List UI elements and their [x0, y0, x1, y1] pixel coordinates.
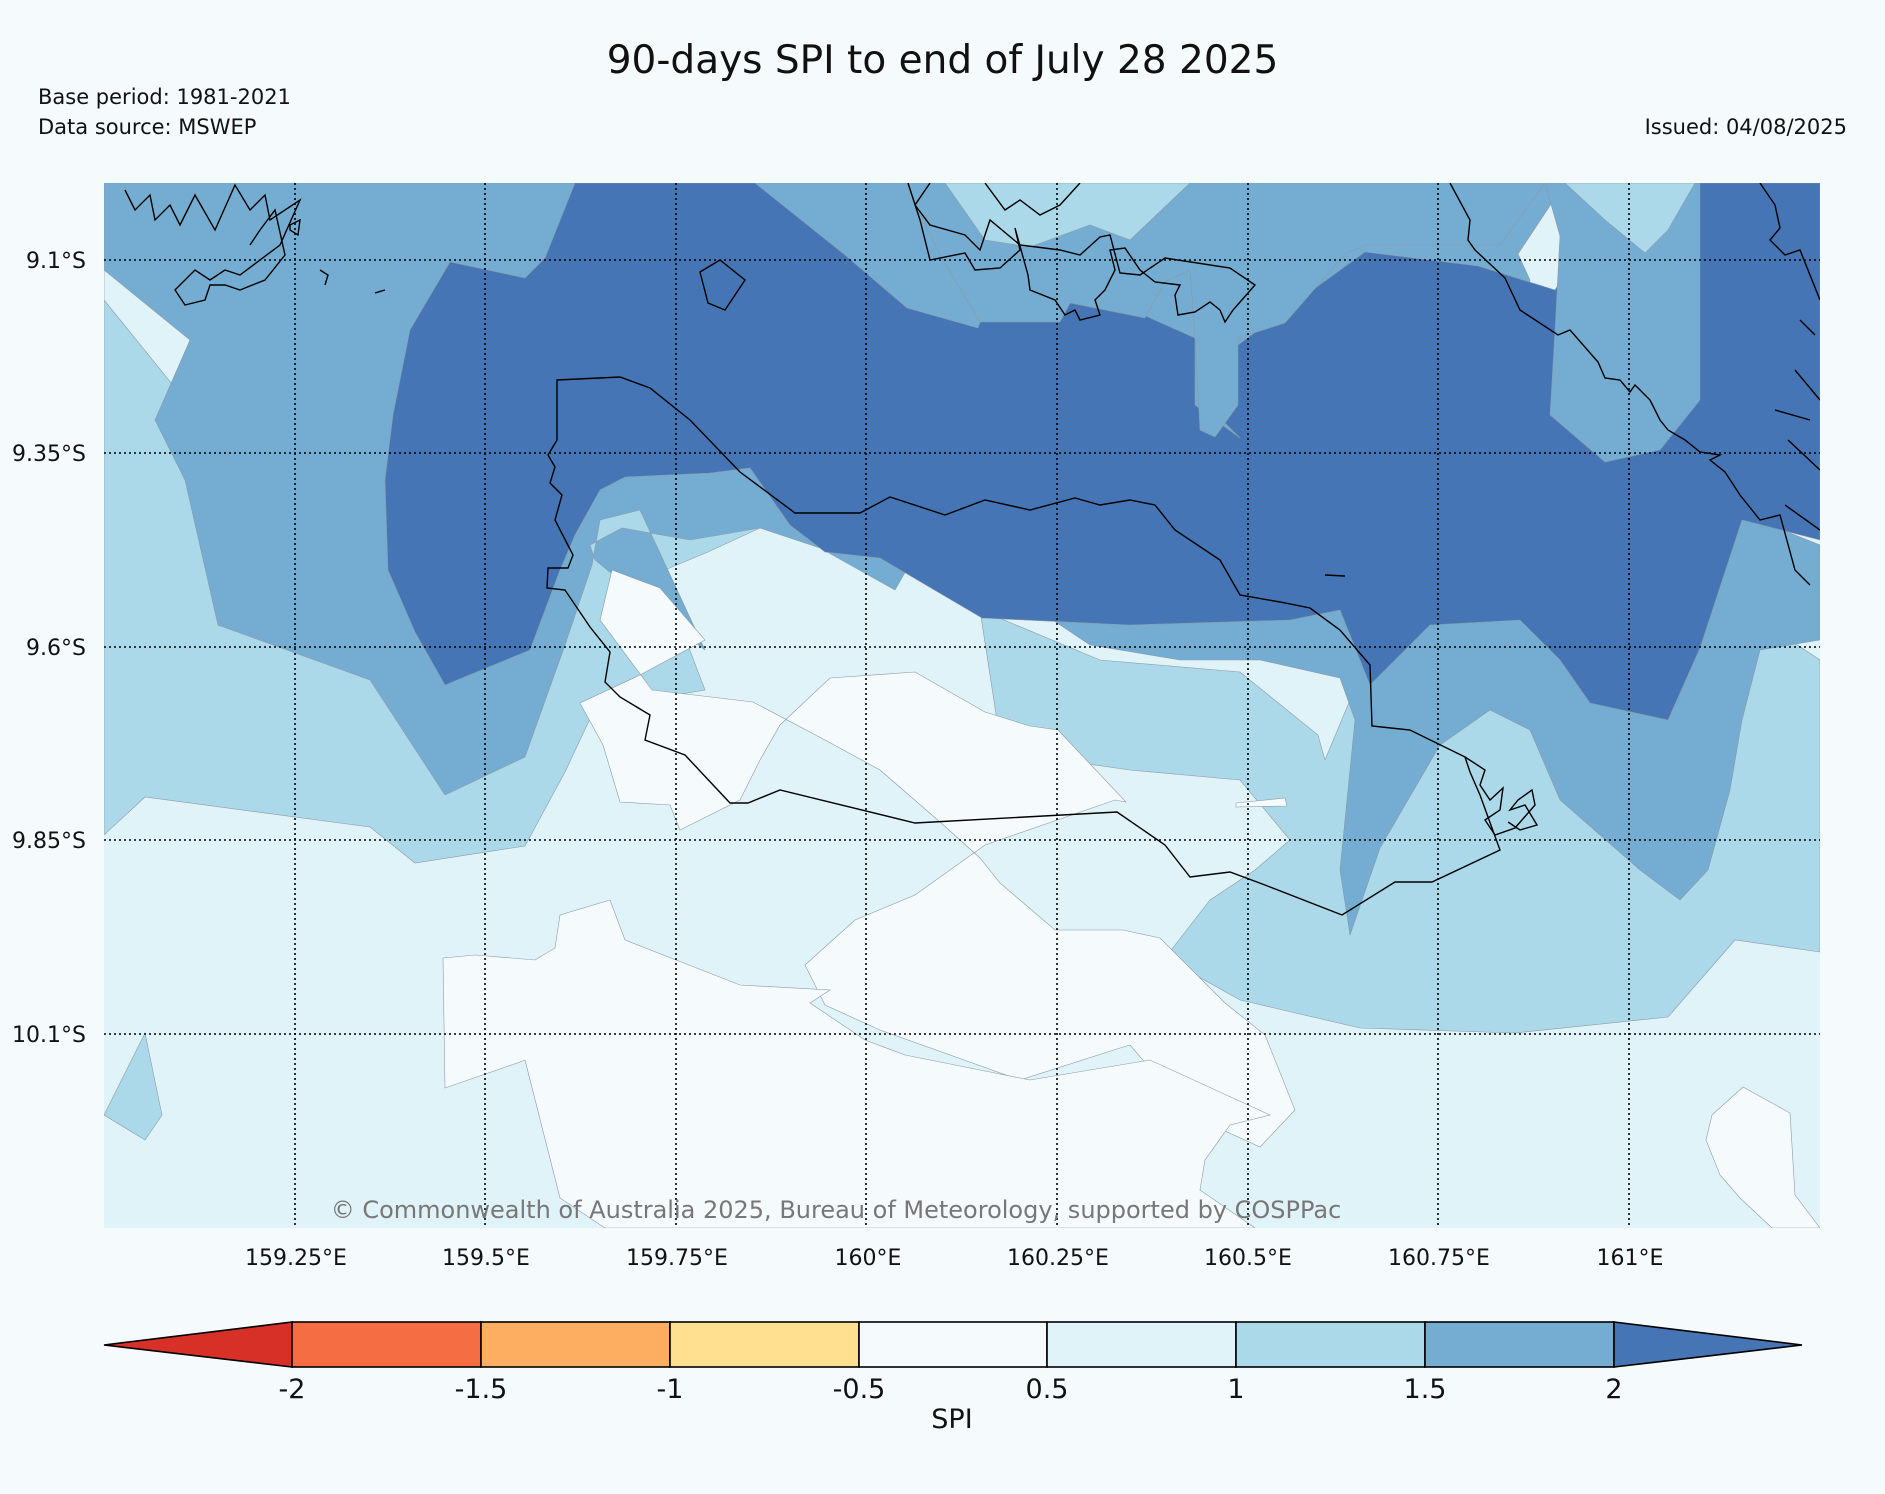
- colorbar-tick-label: 1: [1227, 1374, 1244, 1405]
- lon-tick-label: 160°E: [835, 1246, 902, 1271]
- spi-class-1.5-2-north: [904, 183, 1546, 438]
- coastline-east-edge: [1759, 183, 1820, 531]
- colorbar-segment: [480, 1321, 671, 1368]
- colorbar-tick-label: 0.5: [1026, 1374, 1069, 1405]
- colorbar-tick-label: -2: [279, 1374, 306, 1405]
- spi-class-1-1.5-patch: [104, 1032, 163, 1141]
- lat-tick-labels: 9.1°S 9.35°S 9.6°S 9.85°S 10.1°S: [12, 249, 86, 1048]
- lat-tick-label: 9.35°S: [12, 442, 86, 467]
- coastline-small-island: [699, 259, 746, 311]
- lat-tick-label: 10.1°S: [12, 1023, 86, 1048]
- colorbar-extend-low: [103, 1321, 293, 1368]
- map-title: 90-days SPI to end of July 28 2025: [606, 38, 1279, 83]
- colorbar-tick-label: -1.5: [455, 1374, 508, 1405]
- lon-tick-label: 160.5°E: [1204, 1246, 1292, 1271]
- coastline-isabel-small3: [374, 289, 386, 294]
- spi-class-neutral-main: [579, 569, 1296, 1148]
- spi-class-1-1.5-northeast: [1564, 183, 1696, 254]
- colorbar-segment: [858, 1321, 1048, 1368]
- coastline-florida-north: [984, 183, 1081, 216]
- coastline-layer: [124, 183, 1820, 916]
- colorbar-tick-labels: -2 -1.5 -1 -0.5 0.5 1 1.5 2: [279, 1374, 1623, 1405]
- spi-class-1.5-2-east: [1544, 183, 1701, 463]
- copyright-notice: © Commonwealth of Australia 2025, Bureau…: [331, 1196, 1342, 1224]
- coastline-makira-tip: [1464, 756, 1539, 836]
- lon-tick-label: 159.5°E: [442, 1246, 530, 1271]
- lon-tick-labels: 159.25°E 159.5°E 159.75°E 160°E 160.25°E…: [245, 1246, 1663, 1271]
- coastline-florida-islands: [907, 183, 1257, 324]
- lat-tick-label: 9.6°S: [26, 636, 86, 661]
- gridline-layer: [104, 183, 1820, 1228]
- coastline-isabel-west: [124, 183, 302, 306]
- coastline-isabel-east: [1449, 183, 1811, 586]
- colorbar-segments: [103, 1321, 1803, 1368]
- coastline-isabel-small1: [289, 218, 301, 237]
- colorbar-tick-label: 2: [1605, 1374, 1622, 1405]
- colorbar-tick-label: -0.5: [833, 1374, 886, 1405]
- coastline-isabel-small2: [319, 269, 329, 286]
- spi-class-neutral-southeast: [1705, 1086, 1820, 1228]
- lon-tick-label: 160.25°E: [1007, 1246, 1109, 1271]
- coastline-rock: [1324, 574, 1346, 577]
- issued-date-label: Issued: 04/08/2025: [1644, 115, 1847, 139]
- base-period-label: Base period: 1981-2021: [38, 85, 291, 109]
- spi-class-neutral-south: [442, 899, 1271, 1228]
- data-source-label: Data source: MSWEP: [38, 115, 257, 139]
- spi-class-1-1.5-north: [944, 183, 1191, 248]
- lat-tick-label: 9.1°S: [26, 249, 86, 274]
- colorbar-extend-high: [1613, 1321, 1803, 1368]
- lon-tick-label: 160.75°E: [1388, 1246, 1490, 1271]
- coastline-guadalcanal: [546, 376, 1501, 916]
- colorbar-segment: [669, 1321, 860, 1368]
- spi-fill-layer: [104, 183, 1820, 1228]
- colorbar-segment: [1046, 1321, 1237, 1368]
- colorbar-segment: [1424, 1321, 1615, 1368]
- colorbar-tick-label: -1: [657, 1374, 684, 1405]
- colorbar-label: SPI: [931, 1404, 972, 1435]
- lon-tick-label: 159.25°E: [245, 1246, 347, 1271]
- colorbar-segment: [291, 1321, 482, 1368]
- lon-tick-label: 161°E: [1597, 1246, 1664, 1271]
- colorbar-tick-label: 1.5: [1404, 1374, 1447, 1405]
- lat-tick-label: 9.85°S: [12, 829, 86, 854]
- colorbar-segment: [1235, 1321, 1426, 1368]
- lon-tick-label: 159.75°E: [626, 1246, 728, 1271]
